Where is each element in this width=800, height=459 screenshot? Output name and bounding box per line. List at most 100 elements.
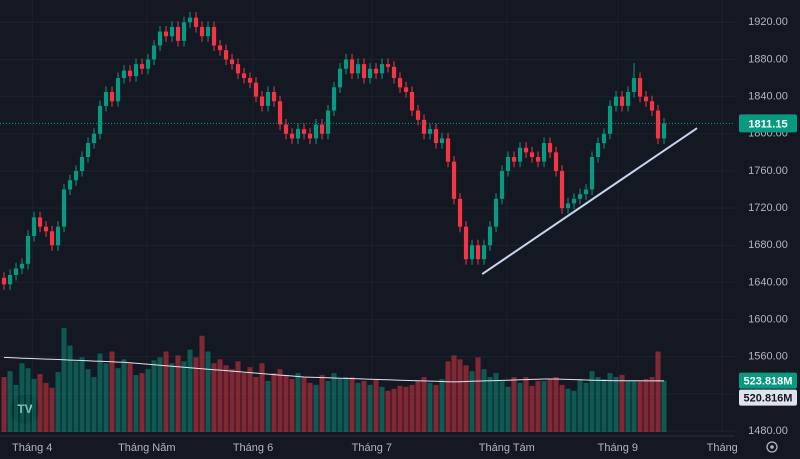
candle-body — [493, 198, 499, 227]
candle-body — [61, 189, 67, 227]
volume-bar — [121, 359, 127, 432]
volume-bar — [223, 365, 229, 432]
volume-bar — [85, 369, 91, 432]
volume-bar — [103, 363, 109, 432]
candle-body — [169, 26, 175, 37]
candle-body — [469, 245, 475, 260]
volume-bar — [397, 385, 403, 432]
volume-bar — [385, 390, 391, 432]
volume-bar — [601, 378, 607, 432]
volume-bar — [55, 372, 61, 432]
x-tick-label: Tháng — [707, 442, 738, 454]
candle-body — [589, 157, 595, 190]
volume-bar — [421, 377, 427, 432]
volume-bar — [379, 386, 385, 432]
volume-bar — [295, 373, 301, 432]
volume-bar — [637, 380, 643, 432]
candle-body — [241, 73, 247, 79]
candle-body — [163, 31, 169, 37]
trendline — [481, 127, 698, 275]
candle-body — [529, 152, 535, 158]
y-tick-label: 1640.00 — [748, 276, 788, 288]
volume-bar — [139, 373, 145, 432]
volume-last-label: 523.818M — [744, 375, 793, 387]
candle-body — [613, 96, 619, 106]
candle-body — [187, 17, 193, 23]
volume-bar — [523, 377, 529, 432]
volume-bar — [241, 373, 247, 432]
candle-body — [277, 101, 283, 125]
volume-bar — [337, 378, 343, 432]
volume-bar — [31, 378, 37, 432]
volume-bar — [505, 386, 511, 432]
candle-body — [91, 133, 97, 144]
volume-bar — [289, 378, 295, 432]
candle-body — [583, 189, 589, 195]
volume-bar — [277, 369, 283, 432]
volume-bar — [469, 371, 475, 432]
volume-bar — [439, 378, 445, 432]
candle-body — [307, 133, 313, 139]
volume-bar — [7, 371, 13, 432]
volume-bar — [373, 378, 379, 432]
candle-body — [55, 226, 61, 246]
volume-bar — [271, 373, 277, 432]
volume-bar — [91, 377, 97, 432]
settings-icon[interactable] — [766, 441, 778, 453]
y-tick-label: 1600.00 — [748, 313, 788, 325]
last-price-badge — [739, 114, 797, 133]
volume-bar — [199, 335, 205, 432]
volume-bar — [319, 375, 325, 432]
volume-bar — [565, 388, 571, 432]
volume-bar — [115, 368, 121, 432]
candle-body — [127, 70, 133, 77]
volume-bar — [349, 377, 355, 432]
volume-bar — [253, 377, 259, 432]
candle-body — [397, 78, 403, 88]
candle-body — [103, 91, 109, 106]
volume-bar — [655, 351, 661, 432]
candle-body — [595, 143, 601, 158]
volume-bar — [193, 357, 199, 432]
candle-body — [235, 64, 241, 74]
volume-bar — [607, 373, 613, 432]
volume-bar — [67, 345, 73, 432]
y-tick-label: 1560.00 — [748, 351, 788, 363]
volume-bar — [175, 355, 181, 432]
candle-body — [373, 68, 379, 74]
candle-body — [43, 226, 49, 232]
volume-bar — [511, 377, 517, 432]
volume-bar — [211, 363, 217, 432]
candle-body — [289, 133, 295, 139]
candle-body — [217, 45, 223, 51]
last-price-label: 1811.15 — [748, 118, 787, 130]
candle-body — [427, 129, 433, 134]
candle-body — [655, 110, 661, 139]
volume-bar — [403, 386, 409, 432]
candle-body — [109, 91, 115, 102]
volume-bar — [283, 375, 289, 432]
candle-body — [421, 119, 427, 134]
candle-body — [271, 91, 277, 102]
volume-bar — [631, 380, 637, 432]
candle-body — [541, 143, 547, 162]
volume-bar — [97, 353, 103, 432]
volume-bar — [391, 388, 397, 432]
x-tick-label: Tháng 9 — [598, 442, 638, 454]
volume-bar — [535, 380, 541, 432]
candle-body — [463, 226, 469, 260]
candle-body — [25, 235, 31, 264]
candle-body — [349, 59, 355, 74]
volume-bar — [109, 351, 115, 432]
candle-body — [139, 64, 145, 69]
volume-bar — [355, 382, 361, 432]
volume-bar — [259, 363, 265, 432]
volume-bar — [61, 327, 67, 432]
candle-body — [391, 66, 397, 79]
candle-body — [607, 105, 613, 134]
volume-bar — [163, 351, 169, 432]
candle-body — [457, 198, 463, 227]
volume-bar — [13, 384, 19, 432]
volume-bar — [25, 368, 31, 432]
